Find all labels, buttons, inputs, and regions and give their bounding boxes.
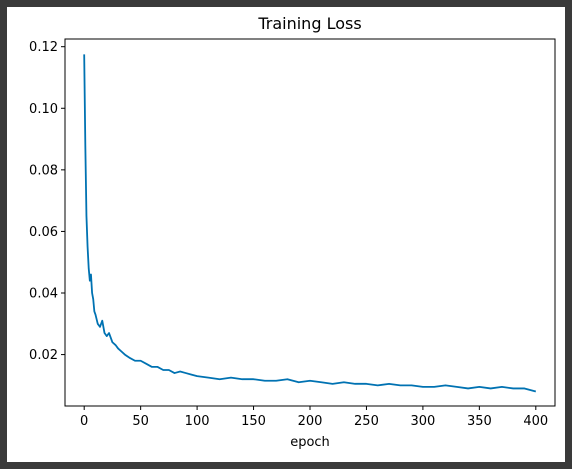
y-tick-label: 0.12	[29, 40, 58, 55]
chart-svg: Training Loss 0 50 100 150 200 250 300 350 400 0…	[29, 14, 556, 450]
plot-frame	[64, 38, 556, 407]
loss-series-line	[83, 54, 537, 393]
y-tick-label: 0.08	[29, 163, 58, 178]
y-tick-label: 0.04	[29, 287, 58, 302]
x-tick-label: 200	[298, 414, 323, 429]
chart-title: Training Loss	[257, 14, 361, 33]
x-tick-label: 250	[354, 414, 379, 429]
y-axis: 0.02 0.04 0.06 0.08 0.10 0.12	[29, 40, 65, 363]
x-tick-label: 150	[241, 414, 266, 429]
chart-figure: Training Loss 0 50 100 150 200 250 300 350 400 0…	[7, 7, 565, 462]
plot-line-layer	[83, 54, 537, 393]
x-axis: 0 50 100 150 200 250 300 350 400	[80, 406, 548, 429]
x-tick-label: 350	[467, 414, 492, 429]
x-tick-label: 0	[80, 414, 88, 429]
x-tick-label: 400	[523, 414, 548, 429]
x-axis-label: epoch	[290, 435, 330, 450]
y-tick-label: 0.02	[29, 348, 58, 363]
y-tick-label: 0.10	[29, 102, 58, 117]
x-tick-label: 100	[185, 414, 210, 429]
y-tick-label: 0.06	[29, 225, 58, 240]
x-tick-label: 50	[132, 414, 149, 429]
x-tick-label: 300	[410, 414, 435, 429]
